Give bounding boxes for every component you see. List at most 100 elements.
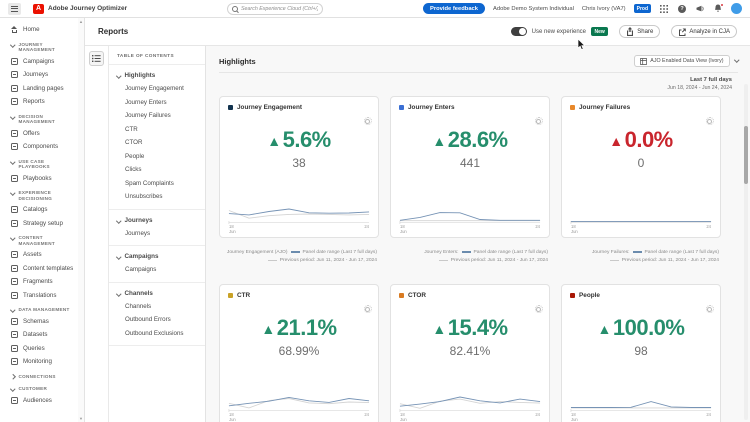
org-name[interactable]: Adobe Demo System Individual <box>493 5 574 12</box>
sidebar-section-journey-management[interactable]: JOURNEY MANAGEMENT <box>0 37 84 55</box>
toc-group-channels[interactable]: Channels <box>109 283 205 300</box>
legend-previous-label: Previous period: Jun 11, 2024 - Jun 17, … <box>621 258 719 263</box>
sidebar-item-journeys[interactable]: Journeys <box>0 68 84 82</box>
card-settings-icon[interactable] <box>705 305 714 313</box>
toc-item-campaigns[interactable]: Campaigns <box>125 266 157 274</box>
sidebar-item-translations[interactable]: Translations <box>0 289 84 303</box>
share-button[interactable]: Share <box>619 25 661 38</box>
toc-item-channels[interactable]: Channels <box>125 302 152 310</box>
chevron-down-icon <box>10 190 16 196</box>
x-axis-right-label: 24 <box>535 224 540 230</box>
sidebar-item-campaigns[interactable]: Campaigns <box>0 55 84 69</box>
sidebar-item-datasets[interactable]: Datasets <box>0 328 84 342</box>
toc-item-ctr[interactable]: CTR <box>125 125 138 133</box>
trend-up-icon: ▲ <box>432 320 446 337</box>
announcements-icon[interactable] <box>695 4 705 14</box>
provide-feedback-button[interactable]: Provide feedback <box>423 3 486 14</box>
toc-group-label: Campaigns <box>124 253 159 260</box>
metric-delta: ▲21.1% <box>228 315 370 341</box>
sidebar-section-experience-decisioning[interactable]: EXPERIENCE DECISIONING <box>0 185 84 203</box>
help-icon[interactable]: ? <box>677 4 687 14</box>
environment-badge[interactable]: Prod <box>633 4 651 13</box>
toc-item-journey-failures[interactable]: Journey Failures <box>125 112 171 120</box>
sidebar-section-label: JOURNEY MANAGEMENT <box>18 41 55 53</box>
scrollbar-thumb[interactable] <box>744 126 748 184</box>
sidebar-section-label: CONNECTIONS <box>18 373 56 379</box>
toc-item-journeys[interactable]: Journeys <box>125 229 151 237</box>
sidebar-item-monitoring[interactable]: Monitoring <box>0 355 84 369</box>
previous-series-swatch <box>609 259 619 262</box>
search-input[interactable] <box>241 6 318 12</box>
chevron-down-icon[interactable] <box>733 57 739 63</box>
new-experience-toggle[interactable] <box>510 27 527 36</box>
x-axis-labels: 18 Jun 24 <box>229 224 369 234</box>
page-header: Reports Use new experience New Share Ana… <box>85 18 750 45</box>
analyze-in-cja-button[interactable]: Analyze in CJA <box>671 25 737 38</box>
sidebar-section-data-management[interactable]: DATA MANAGEMENT <box>0 302 84 315</box>
sidebar-item-components[interactable]: Components <box>0 140 84 154</box>
hamburger-menu-icon[interactable] <box>8 2 21 15</box>
toc-item-unsubscribes[interactable]: Unsubscribes <box>125 193 163 201</box>
toc-group-campaigns[interactable]: Campaigns <box>109 246 205 263</box>
toc-group-journeys[interactable]: Journeys <box>109 210 205 227</box>
current-series-swatch <box>290 251 300 253</box>
sidebar-item-strategy-setup[interactable]: Strategy setup <box>0 217 84 231</box>
sidebar-item-landing-pages[interactable]: Landing pages <box>0 82 84 96</box>
sidebar-section-customer[interactable]: CUSTOMER <box>0 381 84 394</box>
sidebar-section-connections[interactable]: CONNECTIONS <box>0 369 84 382</box>
assets-icon <box>11 251 18 259</box>
app-switcher-icon[interactable] <box>659 4 669 14</box>
toc-item-outbound-errors[interactable]: Outbound Errors <box>125 316 171 324</box>
toc-item-clicks[interactable]: Clicks <box>125 166 142 174</box>
card-settings-icon[interactable] <box>363 305 372 313</box>
toc-item-ctor[interactable]: CTOR <box>125 139 143 147</box>
sidebar-item-queries[interactable]: Queries <box>0 342 84 356</box>
sidebar-item-reports[interactable]: Reports <box>0 95 84 109</box>
sidebar-item-schemas[interactable]: Schemas <box>0 315 84 329</box>
toc-item-journey-enters[interactable]: Journey Enters <box>125 98 167 106</box>
toc-item-outbound-exclusions[interactable]: Outbound Exclusions <box>125 329 184 337</box>
data-view-selector[interactable]: AJO Enabled Data View (Ivory) <box>634 55 730 67</box>
sidebar-item-fragments[interactable]: Fragments <box>0 275 84 289</box>
card-settings-icon[interactable] <box>534 117 543 125</box>
sandbox-name[interactable]: Chris Ivory (VA7) <box>581 5 626 12</box>
sidebar-item-label: Datasets <box>23 331 48 339</box>
section-title: Highlights <box>219 56 256 66</box>
toc-group-highlights[interactable]: Highlights <box>109 65 205 82</box>
global-search[interactable] <box>227 3 323 15</box>
sidebar-item-audiences[interactable]: Audiences <box>0 394 84 408</box>
queries-icon <box>11 344 18 352</box>
report-scrollbar[interactable] <box>744 84 748 420</box>
sidebar-item-assets[interactable]: Assets <box>0 248 84 262</box>
scroll-up-icon[interactable]: ▲ <box>79 19 83 24</box>
card-settings-icon[interactable] <box>534 305 543 313</box>
scroll-down-icon[interactable]: ▼ <box>79 416 83 421</box>
sidebar-scrollbar[interactable]: ▲ ▼ <box>78 18 84 422</box>
toc-item-spam-complaints[interactable]: Spam Complaints <box>125 179 174 187</box>
notifications-bell-icon[interactable] <box>713 2 724 14</box>
share-icon <box>627 27 634 36</box>
legend-metric-name: Journey Failures: <box>591 249 630 255</box>
sidebar-item-home[interactable]: Home <box>0 23 84 37</box>
toc-toggle-button[interactable] <box>89 51 104 66</box>
toc-item-journey-engagement[interactable]: Journey Engagement <box>125 85 184 93</box>
journeys-icon <box>11 71 18 79</box>
data-view-icon <box>640 57 648 65</box>
card-settings-icon[interactable] <box>363 117 372 125</box>
sidebar-section-content-management[interactable]: CONTENT MANAGEMENT <box>0 230 84 248</box>
sidebar-item-offers[interactable]: Offers <box>0 127 84 141</box>
x-axis-left-label: 18 Jun <box>229 224 236 234</box>
sidebar-item-content-templates[interactable]: Content templates <box>0 262 84 276</box>
trend-up-icon: ▲ <box>609 132 623 149</box>
toggle-label: Use new experience <box>531 28 587 35</box>
user-avatar[interactable] <box>731 3 742 14</box>
sidebar-section-use-case-playbooks[interactable]: USE CASE PLAYBOOKS <box>0 154 84 172</box>
sidebar-item-catalogs[interactable]: Catalogs <box>0 203 84 217</box>
date-range-dates: Jun 18, 2024 - Jun 24, 2024 <box>667 84 732 91</box>
sidebar-section-decision-management[interactable]: DECISION MANAGEMENT <box>0 109 84 127</box>
card-settings-icon[interactable] <box>705 117 714 125</box>
card-title: People <box>579 291 600 299</box>
toc-item-people[interactable]: People <box>125 152 145 160</box>
date-range[interactable]: Last 7 full days Jun 18, 2024 - Jun 24, … <box>219 73 738 93</box>
sidebar-item-playbooks[interactable]: Playbooks <box>0 172 84 186</box>
